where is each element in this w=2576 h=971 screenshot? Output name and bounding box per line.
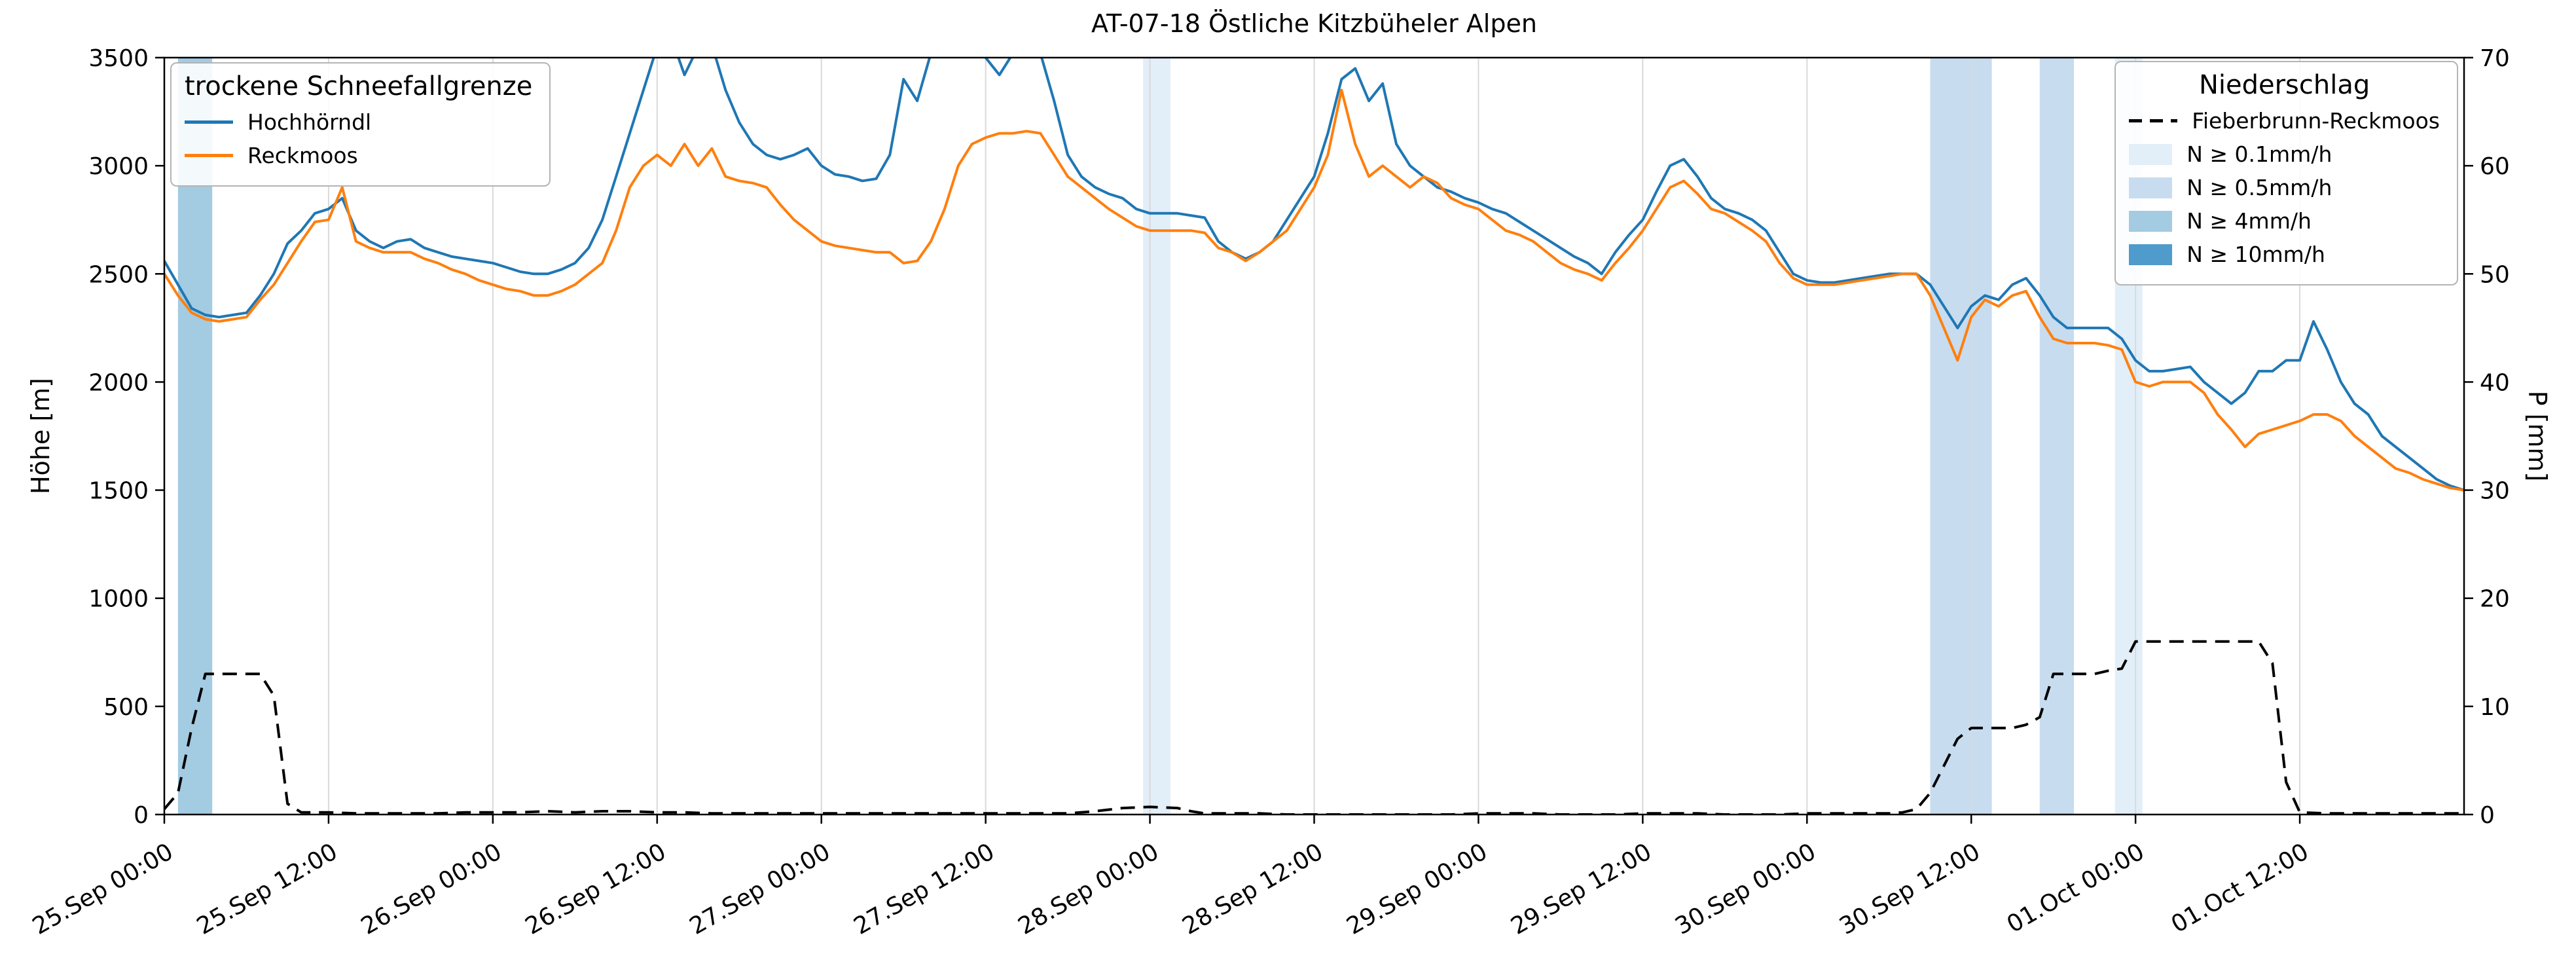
y-right-tick-label: 40	[2480, 369, 2510, 396]
y-axis-label-right: P [mm]	[2523, 390, 2552, 482]
series-line-hochh-rndl	[164, 58, 2464, 492]
y-left-tick-label: 2000	[88, 369, 149, 396]
legend-item: N ≥ 0.1mm/h	[2129, 141, 2440, 167]
legend-item-label: N ≥ 4mm/h	[2186, 208, 2312, 234]
legend-item-label: N ≥ 10mm/h	[2186, 242, 2325, 267]
y-right-tick-label: 0	[2480, 802, 2495, 829]
x-tick-label: 30.Sep 00:00	[1671, 838, 1821, 940]
series-line-fieberbrunn-reckmoos	[164, 640, 2464, 815]
y-right-tick-label: 10	[2480, 694, 2510, 721]
precip-level-swatch	[2129, 244, 2173, 265]
y-right-tick-label: 20	[2480, 586, 2510, 613]
x-tick-label: 29.Sep 00:00	[1342, 838, 1492, 940]
precip-intensity-band	[2039, 58, 2075, 815]
y-left-tick-label: 3000	[88, 153, 149, 180]
legend-item-label: Reckmoos	[247, 143, 358, 168]
legend-item: N ≥ 10mm/h	[2129, 242, 2440, 267]
y-left-tick-label: 500	[103, 694, 149, 721]
legend-snowline-items: Hochhörndl Reckmoos	[185, 109, 532, 168]
legend-snowline-title: trockene Schneefallgrenze	[185, 71, 533, 101]
legend-item-label: Fieberbrunn-Reckmoos	[2192, 108, 2440, 134]
legend-item-label: N ≥ 0.1mm/h	[2186, 141, 2332, 167]
legend-item: Fieberbrunn-Reckmoos	[2129, 108, 2440, 134]
series-line-reckmoos	[164, 88, 2464, 492]
y-left-tick-label: 2500	[88, 261, 149, 288]
x-tick-label: 27.Sep 12:00	[850, 838, 1000, 940]
y-right-tick-label: 70	[2480, 45, 2510, 72]
x-tick-label: 28.Sep 12:00	[1178, 838, 1328, 940]
x-tick-label: 28.Sep 00:00	[1013, 838, 1163, 940]
legend-item: Reckmoos	[185, 143, 532, 168]
y-left-tick-label: 3500	[88, 45, 149, 72]
chart-title: AT-07-18 Östliche Kitzbüheler Alpen	[1091, 9, 1537, 38]
x-tick-label: 01.Oct 12:00	[2167, 838, 2313, 938]
x-tick-label: 27.Sep 00:00	[685, 838, 835, 940]
x-tick-label: 30.Sep 12:00	[1835, 838, 1985, 940]
y-left-tick-label: 0	[134, 802, 149, 829]
precip-level-swatch	[2129, 210, 2173, 232]
x-tick-label: 25.Sep 12:00	[192, 838, 342, 940]
y-left-tick-label: 1000	[88, 586, 149, 613]
x-tick-label: 26.Sep 12:00	[521, 838, 671, 940]
dashed-line-swatch	[2129, 119, 2178, 122]
precip-intensity-band	[1930, 58, 1992, 815]
x-tick-label: 26.Sep 00:00	[357, 838, 507, 940]
legend-item: N ≥ 4mm/h	[2129, 208, 2440, 234]
y-right-tick-label: 30	[2480, 478, 2510, 505]
x-tick-label: 25.Sep 00:00	[28, 838, 178, 940]
line-swatch	[185, 154, 233, 157]
legend-precip: Niederschlag Fieberbrunn-Reckmoos N ≥ 0.1…	[2114, 61, 2458, 285]
y-right-tick-label: 50	[2480, 261, 2510, 288]
precip-intensity-band	[1143, 58, 1170, 815]
x-tick-label: 29.Sep 12:00	[1506, 838, 1656, 940]
legend-precip-items: Fieberbrunn-Reckmoos N ≥ 0.1mm/h N ≥ 0.5mm…	[2129, 108, 2440, 267]
y-axis-label-left: Höhe [m]	[26, 377, 55, 495]
precip-level-swatch	[2129, 177, 2173, 198]
legend-item-label: N ≥ 0.5mm/h	[2186, 175, 2332, 200]
legend-item: N ≥ 0.5mm/h	[2129, 175, 2440, 200]
precip-level-swatch	[2129, 143, 2173, 165]
legend-item-label: Hochhörndl	[247, 109, 372, 135]
x-tick-label: 01.Oct 00:00	[2003, 838, 2149, 938]
legend-precip-title: Niederschlag	[2198, 70, 2370, 100]
y-right-tick-label: 60	[2480, 153, 2510, 180]
legend-snowline: trockene Schneefallgrenze Hochhörndl Reck…	[170, 62, 551, 187]
legend-item: Hochhörndl	[185, 109, 532, 135]
y-left-tick-label: 1500	[88, 478, 149, 505]
line-swatch	[185, 120, 233, 124]
